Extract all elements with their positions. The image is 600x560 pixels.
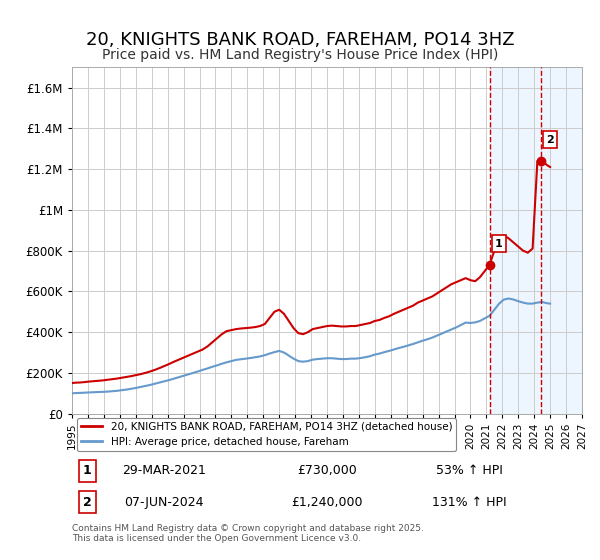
Text: 2: 2 [546, 134, 554, 144]
Text: 53% ↑ HPI: 53% ↑ HPI [436, 464, 503, 477]
Text: 29-MAR-2021: 29-MAR-2021 [122, 464, 206, 477]
Text: £1,240,000: £1,240,000 [291, 496, 363, 508]
Text: 131% ↑ HPI: 131% ↑ HPI [433, 496, 507, 508]
Text: Contains HM Land Registry data © Crown copyright and database right 2025.
This d: Contains HM Land Registry data © Crown c… [72, 524, 424, 543]
Text: 1: 1 [83, 464, 92, 477]
Text: £730,000: £730,000 [297, 464, 357, 477]
Text: Price paid vs. HM Land Registry's House Price Index (HPI): Price paid vs. HM Land Registry's House … [102, 48, 498, 62]
Legend: 20, KNIGHTS BANK ROAD, FAREHAM, PO14 3HZ (detached house), HPI: Average price, d: 20, KNIGHTS BANK ROAD, FAREHAM, PO14 3HZ… [77, 418, 457, 451]
Text: 2: 2 [83, 496, 92, 508]
Text: 20, KNIGHTS BANK ROAD, FAREHAM, PO14 3HZ: 20, KNIGHTS BANK ROAD, FAREHAM, PO14 3HZ [86, 31, 514, 49]
Bar [490, 67, 582, 414]
Text: 07-JUN-2024: 07-JUN-2024 [124, 496, 203, 508]
Text: 1: 1 [495, 239, 503, 249]
